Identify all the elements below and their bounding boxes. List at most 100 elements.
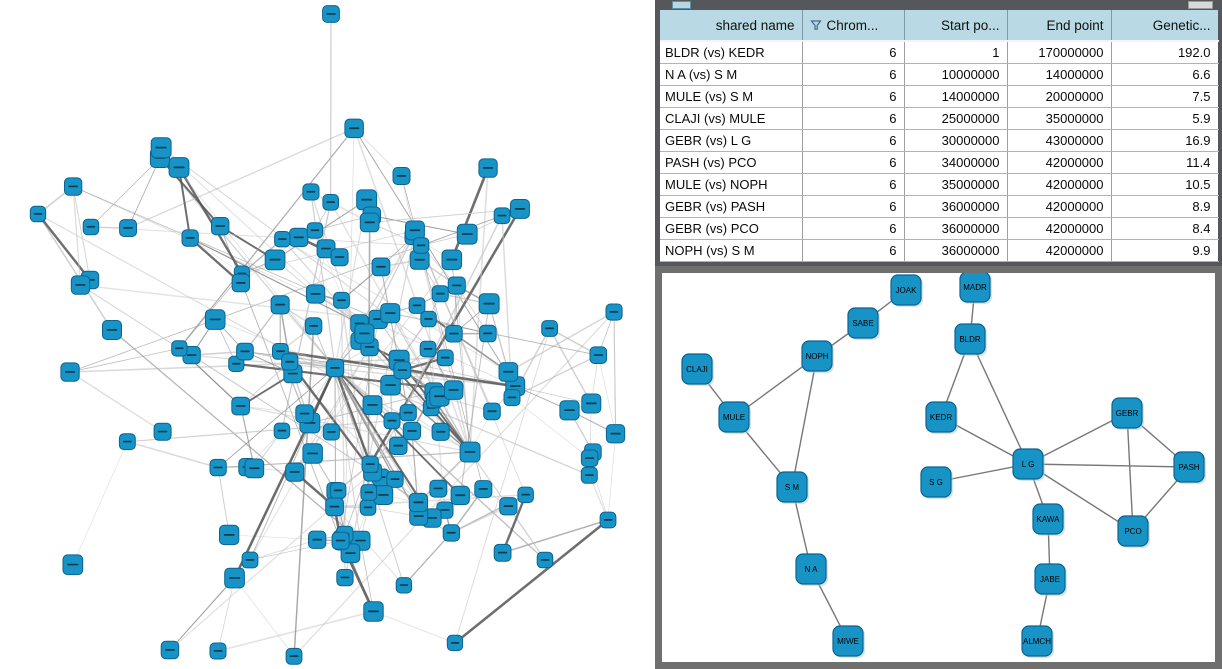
network-node[interactable] <box>333 291 350 309</box>
network-node[interactable] <box>304 317 323 335</box>
table-row[interactable]: MULE (vs) S M 6 14000000 20000000 7.5 <box>660 85 1219 108</box>
network-node[interactable] <box>605 303 623 321</box>
network-node[interactable] <box>82 218 100 236</box>
table-cell[interactable]: 42000000 <box>1007 151 1112 174</box>
network-node[interactable] <box>330 248 349 267</box>
table-cell[interactable]: 36000000 <box>904 239 1008 262</box>
network-node[interactable] <box>171 340 188 357</box>
network-node[interactable] <box>322 5 340 23</box>
table-cell[interactable]: BLDR (vs) KEDR <box>660 41 803 64</box>
network-node[interactable] <box>236 342 254 361</box>
network-node[interactable] <box>160 640 180 660</box>
network-node[interactable] <box>119 219 137 238</box>
network-edge[interactable] <box>1027 463 1190 468</box>
network-node[interactable] <box>459 441 481 463</box>
network-node[interactable] <box>70 275 91 295</box>
network-node[interactable] <box>412 237 430 254</box>
network-node[interactable] <box>224 567 245 589</box>
table-cell[interactable]: NOPH (vs) S M <box>660 239 803 262</box>
network-node[interactable] <box>447 276 466 295</box>
table-cell[interactable]: MULE (vs) S M <box>660 85 803 108</box>
column-header-shared-name[interactable]: shared name <box>660 10 803 42</box>
table-cell[interactable]: 36000000 <box>904 195 1008 218</box>
network-node[interactable] <box>64 177 83 196</box>
overview-network-canvas[interactable] <box>0 0 655 669</box>
network-node[interactable] <box>308 530 327 549</box>
table-row[interactable]: NOPH (vs) S M 6 36000000 42000000 9.9 <box>660 239 1219 262</box>
table-cell[interactable]: MULE (vs) NOPH <box>660 173 803 196</box>
network-node-sabe[interactable]: SABE <box>847 307 880 340</box>
network-node[interactable] <box>479 324 497 343</box>
network-node[interactable] <box>360 484 378 501</box>
network-node[interactable] <box>580 466 598 484</box>
table-cell[interactable]: 7.5 <box>1111 85 1219 108</box>
network-node[interactable] <box>306 284 326 304</box>
table-cell[interactable]: 14000000 <box>904 85 1008 108</box>
network-node[interactable] <box>441 249 463 271</box>
network-node[interactable] <box>474 480 493 499</box>
network-node[interactable] <box>599 511 617 529</box>
network-node-kawa[interactable]: KAWA <box>1032 503 1065 536</box>
network-node[interactable] <box>295 404 314 423</box>
network-node[interactable] <box>344 118 364 139</box>
network-node-noph[interactable]: NOPH <box>801 340 834 373</box>
table-cell[interactable]: GEBR (vs) PCO <box>660 217 803 240</box>
table-cell[interactable]: 16.9 <box>1111 129 1219 152</box>
column-header-chrom[interactable]: Chrom... <box>802 10 905 42</box>
network-node[interactable] <box>322 423 340 441</box>
table-cell[interactable]: 42000000 <box>1007 217 1112 240</box>
table-cell[interactable]: 42000000 <box>1007 173 1112 196</box>
network-node-mule[interactable]: MULE <box>718 401 751 434</box>
network-node[interactable] <box>493 207 511 225</box>
network-node[interactable] <box>62 554 84 576</box>
table-cell[interactable]: 1 <box>904 41 1008 64</box>
table-tab[interactable] <box>672 1 691 9</box>
network-node[interactable] <box>478 293 500 315</box>
network-node[interactable] <box>380 375 401 396</box>
network-node[interactable] <box>211 217 230 236</box>
network-node[interactable] <box>29 205 47 223</box>
network-node[interactable] <box>102 320 122 340</box>
network-node[interactable] <box>244 458 265 479</box>
network-node[interactable] <box>605 424 626 444</box>
network-node-pash[interactable]: PASH <box>1173 451 1206 484</box>
network-node[interactable] <box>209 458 227 477</box>
network-node[interactable] <box>581 393 602 414</box>
network-node[interactable] <box>150 137 172 159</box>
network-node[interactable] <box>559 400 580 421</box>
network-node[interactable] <box>436 349 454 367</box>
network-node[interactable] <box>325 358 345 378</box>
network-node[interactable] <box>517 486 534 504</box>
table-cell[interactable]: 6 <box>802 41 905 64</box>
table-cell[interactable]: N A (vs) S M <box>660 63 803 86</box>
table-cell[interactable]: CLAJI (vs) MULE <box>660 107 803 130</box>
network-edge[interactable] <box>791 355 818 488</box>
network-node[interactable] <box>285 647 303 665</box>
network-node[interactable] <box>589 346 608 364</box>
table-cell[interactable]: 34000000 <box>904 151 1008 174</box>
table-cell[interactable]: 6 <box>802 85 905 108</box>
network-node[interactable] <box>336 569 354 587</box>
network-edge[interactable] <box>1027 463 1134 532</box>
network-node[interactable] <box>446 634 464 652</box>
network-node[interactable] <box>380 303 401 324</box>
table-row[interactable]: GEBR (vs) PCO 6 36000000 42000000 8.4 <box>660 217 1219 240</box>
network-node[interactable] <box>478 158 498 178</box>
network-node-s-g[interactable]: S G <box>920 466 953 499</box>
table-row[interactable]: GEBR (vs) PASH 6 36000000 42000000 8.9 <box>660 195 1219 218</box>
table-cell[interactable]: PASH (vs) PCO <box>660 151 803 174</box>
network-node-jabe[interactable]: JABE <box>1034 563 1067 596</box>
network-node[interactable] <box>386 470 404 488</box>
network-node[interactable] <box>420 310 437 328</box>
network-node[interactable] <box>231 273 251 293</box>
table-cell[interactable]: GEBR (vs) PASH <box>660 195 803 218</box>
table-cell[interactable]: 43000000 <box>1007 129 1112 152</box>
network-node[interactable] <box>510 199 530 219</box>
table-cell[interactable]: 5.9 <box>1111 107 1219 130</box>
network-node[interactable] <box>408 297 426 314</box>
table-cell[interactable]: 20000000 <box>1007 85 1112 108</box>
table-cell[interactable]: 6 <box>802 217 905 240</box>
network-node[interactable] <box>541 320 559 337</box>
table-cell[interactable]: 170000000 <box>1007 41 1112 64</box>
network-node[interactable] <box>241 551 259 569</box>
